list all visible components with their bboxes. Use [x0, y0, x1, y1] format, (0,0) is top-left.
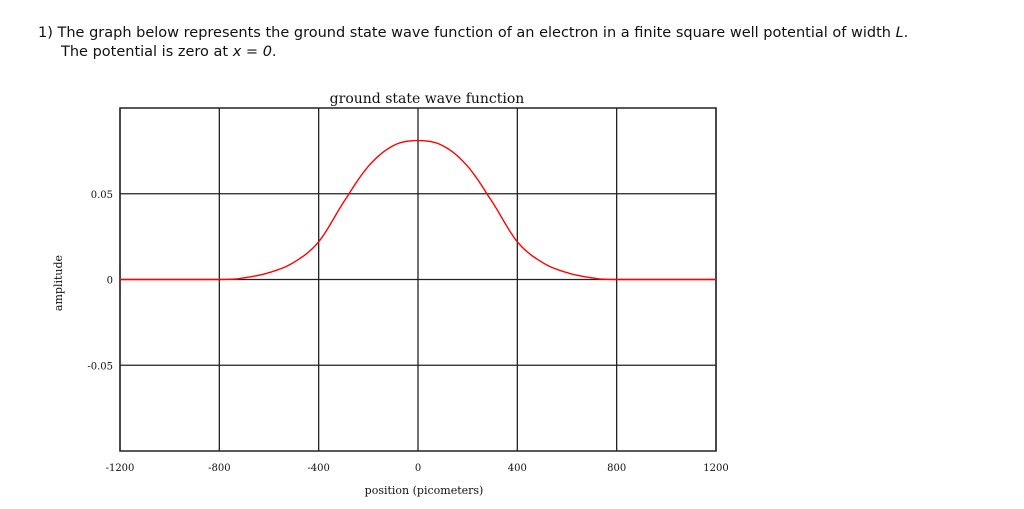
y-axis-label: amplitude: [52, 255, 65, 311]
x-tick-label: 0: [415, 463, 421, 474]
wave-function-curve: [120, 139, 716, 281]
y-tick-label: -0.05: [87, 361, 113, 372]
question-text: 1) The graph below represents the ground…: [38, 24, 908, 62]
y-axis-ticks: -0.05 0 0.05: [87, 190, 113, 373]
x-tick-label: 1200: [703, 463, 728, 474]
chart-title: ground state wave function: [330, 91, 525, 107]
x-tick-label: -400: [307, 463, 329, 474]
x-axis-ticks: -1200 -800 -400 0 400 800 1200: [106, 463, 729, 474]
question-number: 1): [38, 25, 53, 41]
y-tick-label: 0.05: [91, 190, 113, 201]
x-tick-label: -800: [208, 463, 230, 474]
question-line-1: 1) The graph below represents the ground…: [38, 25, 909, 41]
question-line-2: The potential is zero at x = 0.: [61, 44, 277, 60]
y-tick-label: 0: [107, 276, 113, 287]
x-tick-label: 800: [607, 463, 626, 474]
x-tick-label: 400: [508, 463, 527, 474]
x-axis-label: position (picometers): [365, 484, 484, 497]
x-tick-label: -1200: [106, 463, 135, 474]
